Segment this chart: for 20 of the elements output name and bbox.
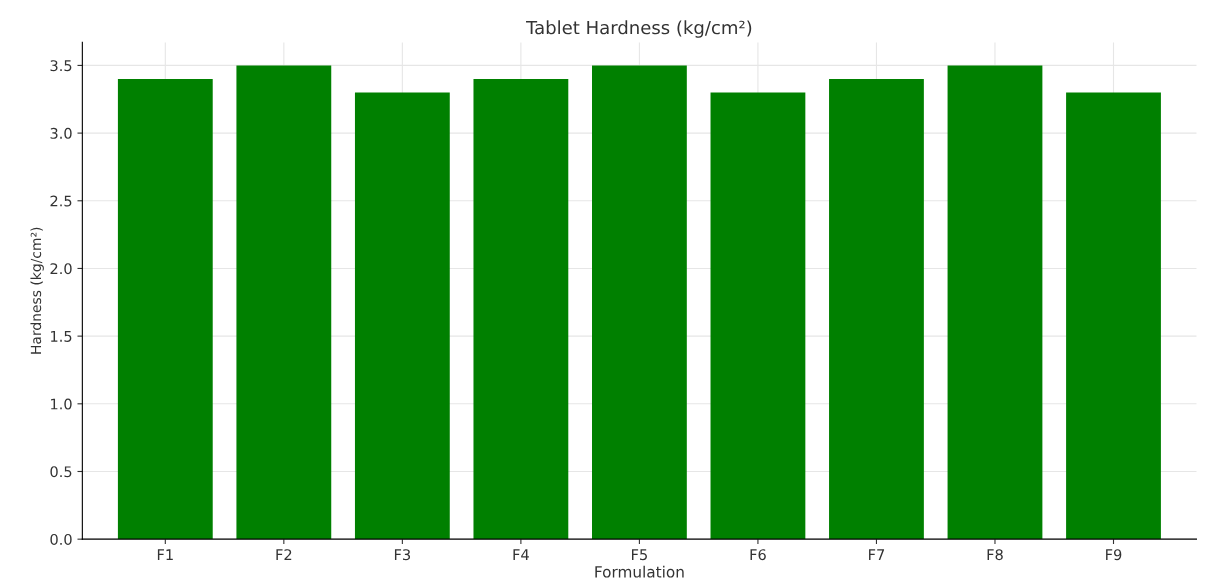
x-tick-label: F9	[1106, 549, 1122, 561]
y-tick-label: 1.5	[51, 331, 72, 342]
y-tick-label: 1.0	[51, 398, 72, 410]
x-tick-label: F1	[157, 549, 173, 560]
y-tick-label: 3.0	[50, 127, 72, 139]
x-tick-label: F5	[632, 549, 647, 561]
x-tick-label: F3	[394, 549, 411, 561]
y-axis-title: Hardness (kg/cm²)	[30, 227, 44, 354]
x-tick-label: F8	[987, 549, 1003, 561]
y-tick-label: 0.0	[50, 533, 72, 545]
x-tick-label: F4	[513, 549, 529, 560]
y-tick-label: 3.5	[50, 60, 72, 72]
x-tick-label: F7	[869, 549, 885, 560]
y-tick-label: 0.5	[50, 466, 72, 478]
y-tick-label: 2.5	[50, 195, 72, 207]
x-tick-label: F6	[750, 549, 766, 561]
chart-title: Tablet Hardness (kg/cm²)	[526, 20, 752, 38]
y-tick-label: 2.0	[50, 263, 72, 275]
x-axis-title: Formulation	[595, 565, 684, 578]
x-tick-label: F2	[276, 549, 292, 560]
